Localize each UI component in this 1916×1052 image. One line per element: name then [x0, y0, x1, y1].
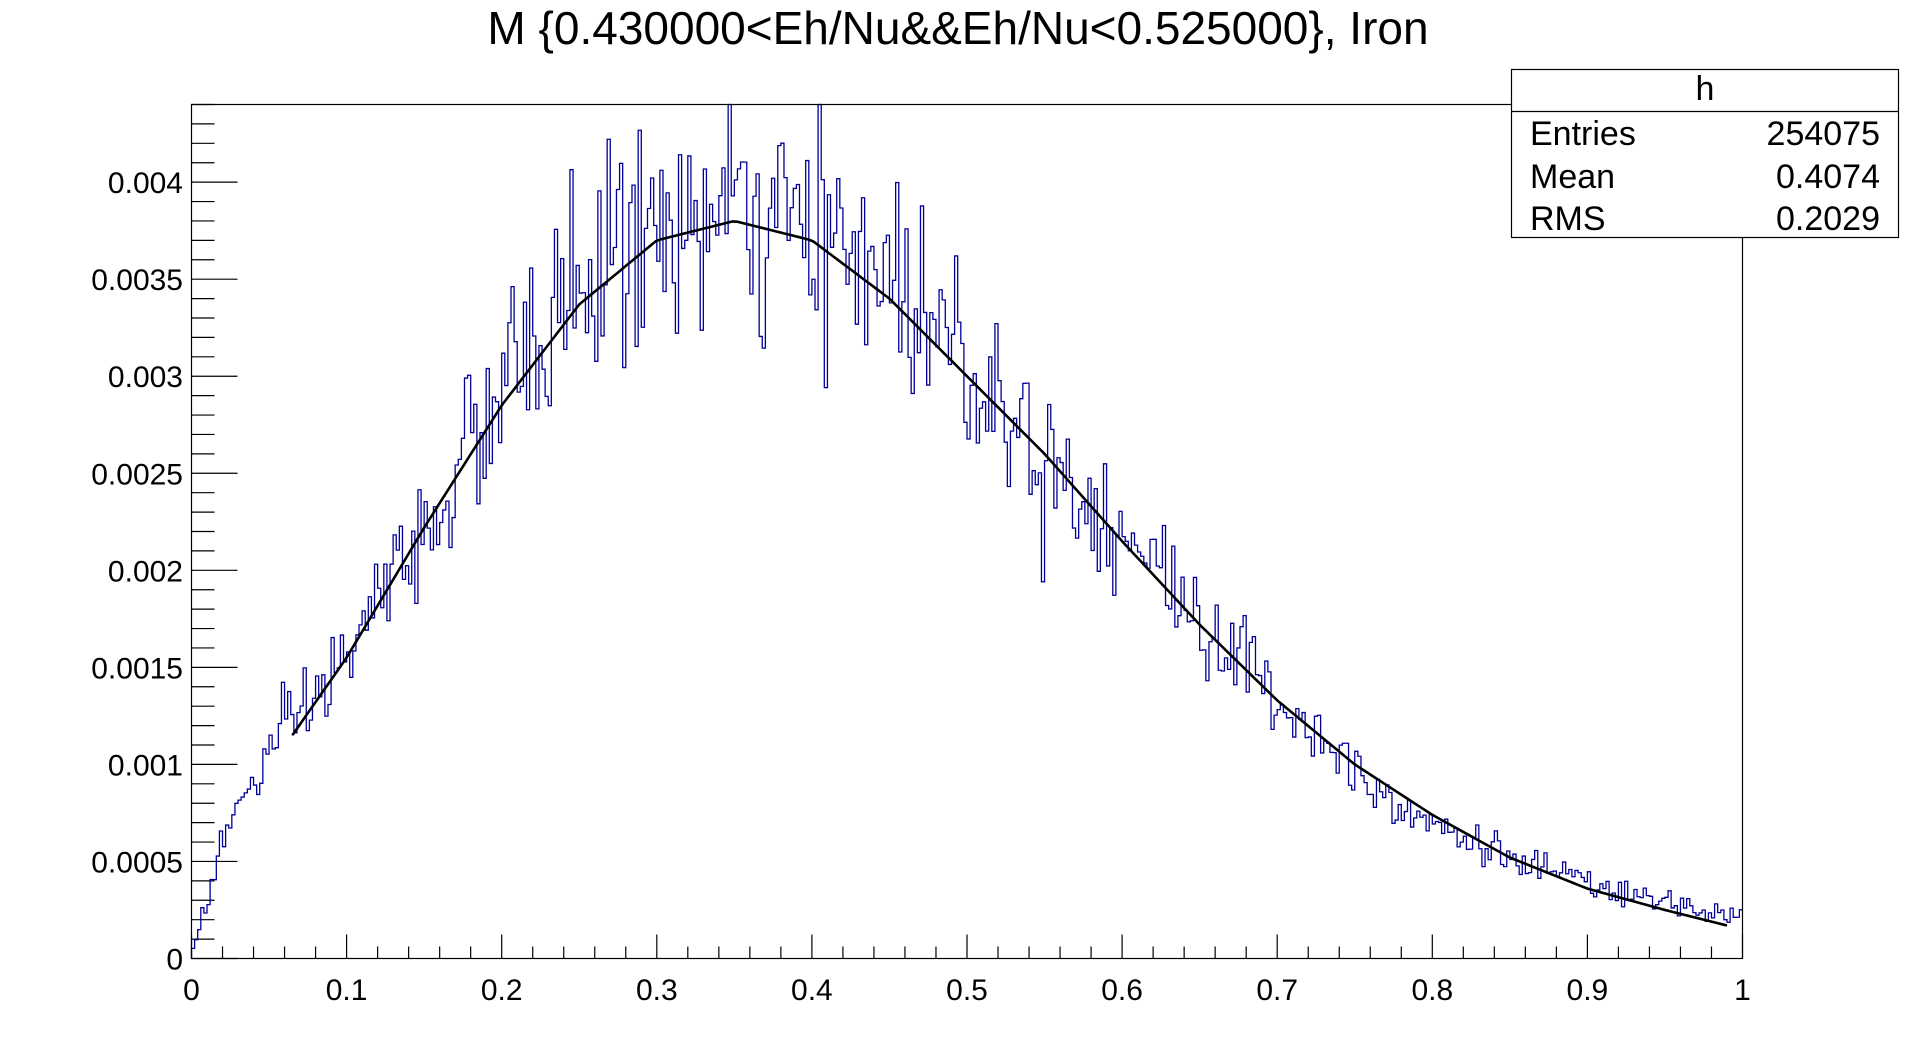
y-axis-labels: 0 0.0005 0.001 0.0015 0.002 0.0025 0.003 0.0035…: [91, 167, 183, 976]
y-tick-label: 0.001: [108, 749, 183, 782]
x-tick-label: 0.1: [326, 974, 368, 1007]
stats-box: h Entries 254075 Mean 0.4074 RMS 0.2029: [1510, 68, 1900, 239]
histogram-layer: [190, 103, 1743, 959]
y-tick-label: 0.002: [108, 555, 183, 588]
x-tick-label: 0.4: [791, 974, 833, 1007]
y-tick-label: 0.003: [108, 361, 183, 394]
y-tick-label: 0.0015: [91, 652, 183, 685]
axis-ticks: [190, 103, 1744, 960]
stats-title: h: [1696, 70, 1715, 108]
stats-value-entries: 254075: [1767, 115, 1880, 153]
x-tick-label: 0.3: [636, 974, 678, 1007]
y-tick-label: 0.0035: [91, 264, 183, 297]
y-tick-label: 0.0025: [91, 458, 183, 491]
x-tick-label: 0.2: [481, 974, 523, 1007]
stats-value-mean: 0.4074: [1776, 158, 1880, 196]
x-tick-label: 0.5: [946, 974, 988, 1007]
x-tick-label: 0.7: [1256, 974, 1298, 1007]
y-tick-label: 0: [166, 944, 183, 977]
stats-label-rms: RMS: [1530, 200, 1606, 238]
fit-curve: [291, 220, 1728, 927]
stats-label-mean: Mean: [1530, 158, 1615, 196]
x-tick-label: 1: [1734, 974, 1751, 1007]
histogram-series: [190, 103, 1743, 959]
x-tick-label: 0.6: [1101, 974, 1143, 1007]
stats-label-entries: Entries: [1530, 115, 1636, 153]
x-tick-label: 0.8: [1411, 974, 1453, 1007]
fit-layer: [291, 220, 1728, 927]
y-tick-label: 0.004: [108, 167, 183, 200]
x-tick-label: 0: [183, 974, 200, 1007]
stats-value-rms: 0.2029: [1776, 200, 1880, 238]
plot-frame: [190, 103, 1744, 960]
chart-title: M {0.430000<Eh/Nu&&Eh/Nu<0.525000}, Iron: [487, 2, 1428, 54]
x-tick-label: 0.9: [1567, 974, 1609, 1007]
x-axis-labels: 0 0.1 0.2 0.3 0.4 0.5 0.6 0.7 0.8 0.9 1: [183, 974, 1751, 1007]
y-tick-label: 0.0005: [91, 846, 183, 879]
